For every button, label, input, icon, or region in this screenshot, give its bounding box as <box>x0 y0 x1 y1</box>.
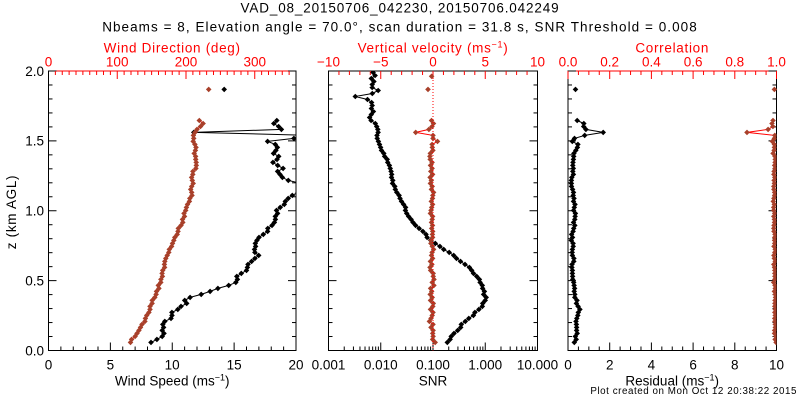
svg-text:200: 200 <box>175 55 198 70</box>
svg-text:SNR: SNR <box>419 374 448 389</box>
svg-text:0.8: 0.8 <box>725 55 744 70</box>
svg-text:0.5: 0.5 <box>25 273 44 288</box>
svg-text:−10: −10 <box>317 55 340 70</box>
svg-text:100: 100 <box>106 55 129 70</box>
svg-text:0: 0 <box>564 358 572 373</box>
svg-text:0.4: 0.4 <box>642 55 661 70</box>
svg-text:0.0: 0.0 <box>25 343 44 358</box>
svg-text:300: 300 <box>244 55 267 70</box>
svg-text:VAD_08_20150706_042230, 201507: VAD_08_20150706_042230, 20150706.042249 <box>241 1 560 16</box>
svg-text:Nbeams = 8, Elevation angle =: Nbeams = 8, Elevation angle = 70.0°, sca… <box>102 20 698 35</box>
svg-text:z (km AGL): z (km AGL) <box>4 175 19 250</box>
svg-text:8: 8 <box>731 358 739 373</box>
svg-text:5: 5 <box>107 358 115 373</box>
svg-text:Correlation: Correlation <box>635 41 709 56</box>
svg-text:0: 0 <box>45 55 53 70</box>
svg-text:1.0: 1.0 <box>25 204 44 219</box>
svg-text:0.010: 0.010 <box>364 358 398 373</box>
svg-text:15: 15 <box>227 358 242 373</box>
svg-text:1.0: 1.0 <box>767 55 786 70</box>
svg-text:0.001: 0.001 <box>312 358 346 373</box>
svg-text:2: 2 <box>606 358 614 373</box>
svg-text:Wind Speed (ms−1): Wind Speed (ms−1) <box>115 373 230 389</box>
svg-text:0.100: 0.100 <box>416 358 450 373</box>
svg-text:6: 6 <box>689 358 697 373</box>
svg-text:2.0: 2.0 <box>25 64 44 79</box>
svg-text:1.5: 1.5 <box>25 134 44 149</box>
svg-text:0.6: 0.6 <box>684 55 703 70</box>
svg-text:10: 10 <box>530 55 545 70</box>
svg-text:0.0: 0.0 <box>559 55 578 70</box>
svg-text:20: 20 <box>288 358 303 373</box>
svg-text:5: 5 <box>481 55 489 70</box>
svg-text:Vertical velocity (ms−1): Vertical velocity (ms−1) <box>358 40 509 56</box>
svg-text:−5: −5 <box>373 55 388 70</box>
svg-text:0: 0 <box>429 55 437 70</box>
svg-text:0.2: 0.2 <box>600 55 619 70</box>
svg-text:4: 4 <box>648 358 656 373</box>
svg-text:1.000: 1.000 <box>468 358 502 373</box>
svg-text:0: 0 <box>45 358 53 373</box>
svg-text:Plot created on Mon Oct 12 20:: Plot created on Mon Oct 12 20:38:22 2015 <box>590 386 797 397</box>
svg-text:10.000: 10.000 <box>517 358 558 373</box>
svg-text:10: 10 <box>165 358 180 373</box>
svg-text:Wind Direction (deg): Wind Direction (deg) <box>104 41 241 56</box>
svg-text:Residual (ms−1): Residual (ms−1) <box>625 373 719 389</box>
svg-text:10: 10 <box>769 358 784 373</box>
